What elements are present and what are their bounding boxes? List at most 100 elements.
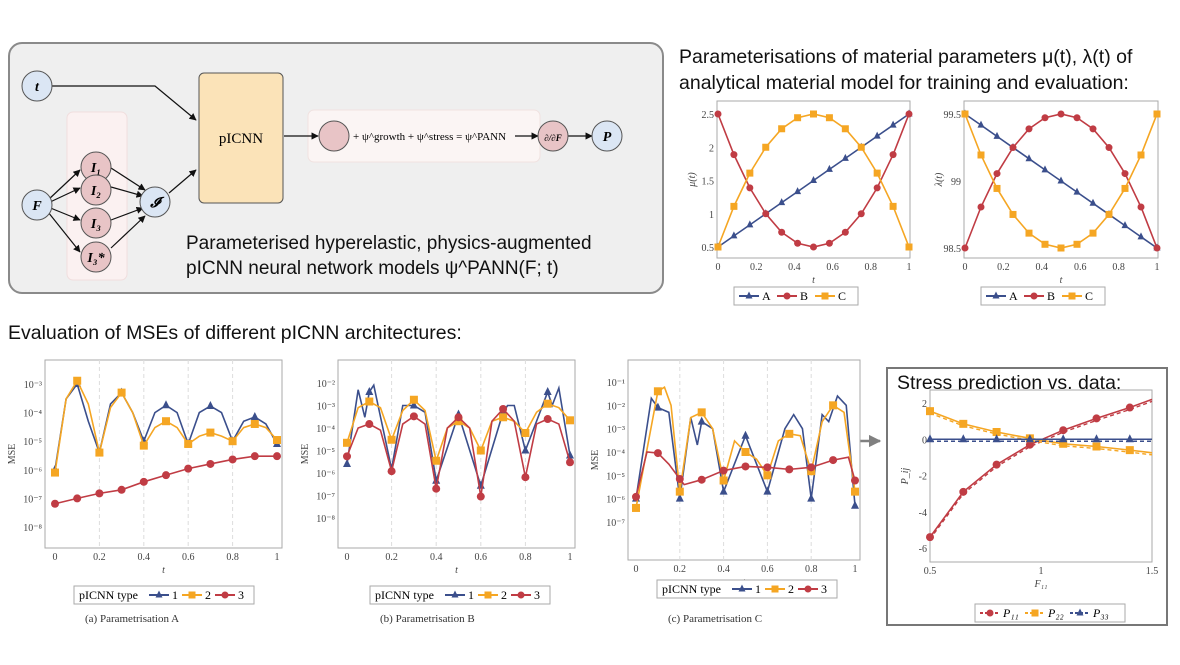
legend-title: pICNN type: [662, 582, 721, 596]
edge-I-picnn: [168, 169, 197, 194]
legend-label: 3: [821, 582, 827, 596]
data-point: [829, 456, 838, 465]
x-axis-label: t: [455, 565, 458, 576]
data-point: [632, 492, 640, 501]
data-point: [746, 220, 754, 228]
edge-I1-I: [110, 167, 146, 191]
data-point: [785, 429, 794, 438]
y-tick-label: 10⁻⁶: [316, 469, 335, 480]
x-tick-label: 0.4: [138, 552, 151, 563]
y-axis-label: λ(t): [934, 172, 945, 187]
data-point: [184, 439, 193, 448]
data-point: [714, 110, 722, 118]
series-3: [51, 452, 281, 508]
data-line: [929, 412, 1153, 456]
legend-marker: [1076, 608, 1084, 616]
data-point: [841, 153, 849, 161]
y-tick-label: 10⁻⁴: [606, 448, 625, 459]
data-point: [741, 462, 750, 471]
diagram-caption-line2: pICNN neural network models ψ^PANN(F; t): [186, 258, 559, 279]
chart-mseA: 0 0.2 0.4 0.6 0.8 1 10⁻⁸ 10⁻⁷ 10⁻⁶ 10⁻⁵ 10⁻⁴ 10⁻³ t M…: [7, 359, 283, 625]
data-point: [228, 455, 237, 464]
data-point: [566, 416, 574, 425]
chart-mu: 0 0.2 0.4 0.6 0.8 1 0.5 1 1.5 2 2.5 t μ(t) A B C: [687, 100, 913, 306]
chart-mseC: 0 0.2 0.4 0.6 0.8 1 10⁻⁷ 10⁻⁶ 10⁻⁵ 10⁻⁴ 10⁻³ 10⁻² 10…: [590, 359, 861, 625]
y-tick-label: 99.5: [944, 110, 962, 121]
legend-marker: [821, 292, 829, 300]
y-tick-label: 10⁻⁴: [23, 409, 42, 420]
data-point: [1121, 170, 1129, 178]
data-point: [763, 471, 772, 480]
data-point: [162, 471, 170, 480]
data-point: [206, 459, 215, 468]
data-point: [977, 151, 985, 159]
x-tick-label: 0: [963, 262, 968, 273]
data-point: [841, 125, 849, 133]
legend-marker: [221, 591, 229, 599]
data-point: [543, 415, 552, 424]
legend-label: A: [762, 289, 771, 303]
x-axis-label: t: [1060, 275, 1063, 286]
legend-label: B: [1047, 289, 1055, 303]
data-point: [905, 243, 913, 251]
t-label: t: [35, 80, 40, 95]
x-tick-label: 1.5: [1146, 566, 1159, 577]
data-point: [139, 477, 148, 486]
data-point: [228, 437, 237, 446]
data-point: [206, 428, 215, 437]
energy-equation: + ψ^growth + ψ^stress = ψ^PANN: [353, 131, 506, 143]
data-point: [521, 473, 530, 482]
chart-mseB: 0 0.2 0.4 0.6 0.8 1 10⁻⁸ 10⁻⁷ 10⁻⁶ 10⁻⁵ 10⁻⁴ 10⁻³ 10…: [300, 359, 576, 625]
data-point: [746, 169, 754, 177]
data-point: [926, 434, 934, 443]
data-point: [387, 467, 396, 476]
data-point: [566, 458, 574, 467]
data-point: [977, 120, 985, 128]
plot-frame: [337, 359, 576, 549]
y-axis-label: P_ij: [900, 467, 911, 485]
series-B: [714, 110, 913, 251]
data-point: [409, 412, 418, 421]
data-point: [476, 446, 485, 455]
y-tick-label: 10⁻³: [607, 425, 625, 436]
data-point: [1025, 229, 1033, 237]
y-tick-label: 10⁻²: [317, 379, 335, 390]
data-point: [993, 184, 1001, 192]
x-tick-label: 0.6: [826, 262, 839, 273]
data-point: [675, 487, 684, 496]
data-point: [794, 187, 802, 195]
x-tick-label: 0.8: [865, 262, 878, 273]
edge-F-I3s: [47, 211, 81, 253]
data-point: [117, 485, 126, 494]
data-point: [432, 484, 441, 493]
legend-marker: [783, 292, 791, 300]
series-line: [929, 410, 1153, 454]
data-point: [499, 413, 508, 422]
unused: [0, 0, 4, 3]
data-point: [95, 448, 104, 457]
data-point: [785, 465, 794, 474]
x-tick-label: 1: [568, 552, 573, 563]
legend-marker: [484, 591, 492, 599]
x-tick-label: 0.5: [924, 566, 937, 577]
series-3: [343, 404, 574, 501]
legend: P₁₁ P₂₂ P₃₃: [974, 603, 1126, 623]
data-point: [1041, 165, 1049, 173]
x-tick-label: 1: [1039, 566, 1044, 577]
legend: A B C: [733, 286, 859, 306]
data-point: [778, 228, 786, 236]
I2-node: [80, 174, 112, 206]
data-point: [992, 434, 1001, 443]
y-tick-label: 1: [709, 210, 714, 221]
edge-t-picnn: [48, 85, 197, 121]
data-point: [521, 445, 530, 454]
data-point: [250, 419, 259, 428]
x-axis-label: t: [812, 275, 815, 286]
legend-marker: [517, 591, 525, 599]
data-point: [1125, 403, 1134, 412]
data-point: [653, 402, 662, 411]
data-point: [1025, 440, 1034, 449]
x-tick-label: 0.6: [475, 552, 488, 563]
P-node: [591, 120, 623, 152]
series-2: [51, 376, 281, 477]
